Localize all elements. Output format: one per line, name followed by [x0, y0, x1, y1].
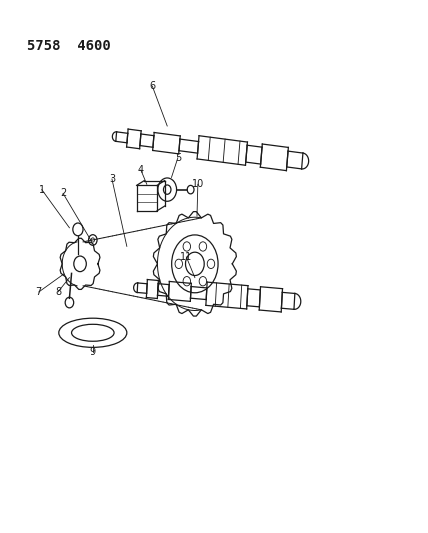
Text: 8: 8 [55, 287, 61, 297]
Text: 1: 1 [39, 184, 45, 195]
Text: 5: 5 [175, 153, 181, 163]
Text: 6: 6 [149, 81, 155, 91]
Text: 10: 10 [192, 179, 204, 189]
Text: 5758  4600: 5758 4600 [27, 38, 111, 53]
Text: 9: 9 [90, 348, 96, 358]
Text: 7: 7 [36, 287, 42, 297]
Text: 2: 2 [60, 188, 66, 198]
Text: 3: 3 [109, 174, 115, 184]
Text: 4: 4 [138, 165, 144, 175]
Text: 11: 11 [180, 252, 193, 262]
